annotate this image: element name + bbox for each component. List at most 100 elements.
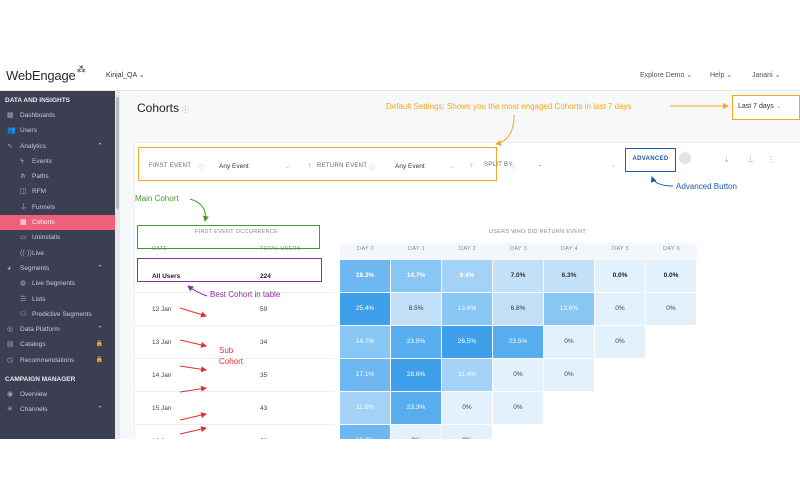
sidebar-item-lists[interactable]: ☰ Lists (0, 292, 115, 307)
retention-cell[interactable]: 0% (442, 425, 492, 439)
retention-cell[interactable]: 0.0% (595, 260, 645, 292)
cohort-date[interactable]: 12 Jan (152, 306, 172, 313)
retention-cell[interactable]: 23.5% (391, 326, 441, 358)
sidebar-item-live-segments[interactable]: ◍ Live Segments (0, 276, 115, 291)
retention-cell[interactable]: 0% (595, 326, 645, 358)
sidebar-item-rfm[interactable]: ◫ RFM (0, 184, 115, 199)
sidebar-item-dashboards[interactable]: ▦ Dashboards (0, 108, 115, 123)
return-event-select[interactable]: Any Event (395, 163, 425, 170)
split-by-select[interactable]: - (539, 162, 542, 169)
sidebar-item-users[interactable]: 👥 Users (0, 123, 115, 138)
sidebar-item-live[interactable]: ((·)) Live (0, 246, 115, 261)
chevron-up-icon[interactable]: ⌃ (97, 264, 103, 272)
paths-icon: ⋔ (20, 173, 26, 181)
sidebar-item-label: Cohorts (32, 219, 55, 227)
sidebar-item-data-platform[interactable]: ◎ Data Platform ⌃ (0, 322, 115, 337)
info-icon[interactable]: ⓘ (369, 166, 376, 172)
retention-cell[interactable]: 0% (646, 293, 696, 325)
more-icon[interactable]: ⋮ (767, 155, 775, 164)
sidebar-item-segments[interactable]: ◕ Segments ⌃ (0, 261, 115, 276)
sidebar-item-predictive-segments[interactable]: ⚇ Predictive Segments (0, 307, 115, 322)
retention-cell[interactable]: 0% (544, 326, 594, 358)
retention-cell[interactable]: 0% (391, 425, 441, 439)
retention-cell[interactable]: 13.6% (442, 293, 492, 325)
refresh-icon[interactable] (679, 152, 691, 164)
cohort-date[interactable]: 13 Jan (152, 339, 172, 346)
date-column-header: DATE (152, 246, 168, 252)
cohort-date[interactable]: 15 Jan (152, 405, 172, 412)
retention-cell[interactable]: 8.5% (391, 293, 441, 325)
sidebar-item-recommendations[interactable]: ◷ Recommendations 🔒 (0, 353, 115, 368)
retention-cell[interactable]: 23.3% (391, 392, 441, 424)
page-title: Cohorts ⓘ (137, 101, 189, 115)
sort-icon[interactable]: ⇡ (307, 164, 313, 170)
retention-cell[interactable]: 14.7% (391, 260, 441, 292)
explore-demo-menu[interactable]: Explore Demo ⌄ (640, 71, 692, 79)
retention-cell[interactable]: 13.6% (544, 293, 594, 325)
retention-cell[interactable]: 11.4% (442, 359, 492, 391)
sidebar-item-paths[interactable]: ⋔ Paths (0, 169, 115, 184)
user-menu[interactable]: Janani ⌄ (752, 71, 780, 79)
cohort-date[interactable]: 16 Jan (152, 438, 172, 439)
sidebar-item-label: Users (20, 127, 37, 135)
retention-cell[interactable]: 0% (442, 392, 492, 424)
sidebar-item-cohorts[interactable]: ▦ Cohorts (0, 215, 115, 231)
sidebar-item-label: Recommendations (20, 356, 75, 364)
row-divider (135, 391, 335, 392)
sidebar-scrollbar[interactable] (115, 91, 120, 439)
chevron-up-icon[interactable]: ⌃ (97, 326, 103, 334)
sidebar-item-label: Uninstalls (32, 234, 61, 242)
chevron-up-icon[interactable]: ⌃ (97, 142, 103, 150)
chevron-down-icon: ⌄ (449, 164, 455, 170)
retention-cell[interactable]: 6.3% (544, 260, 594, 292)
date-range-select[interactable]: Last 7 days ⌄ (732, 95, 800, 120)
cohort-date[interactable]: 14 Jan (152, 372, 172, 379)
sidebar-item-label: Paths (32, 173, 49, 181)
retention-cell[interactable]: 7.0% (493, 260, 543, 292)
download-icon[interactable]: ⤓ (725, 155, 729, 164)
sidebar-scroll-thumb[interactable] (116, 97, 119, 209)
retention-cell[interactable]: 11.6% (340, 392, 390, 424)
users-icon: 👥 (7, 127, 16, 135)
info-icon[interactable]: ⓘ (199, 166, 206, 172)
chevron-down-icon: ⌄ (138, 72, 145, 79)
retention-cell[interactable]: 0% (493, 359, 543, 391)
help-menu[interactable]: Help ⌄ (710, 71, 732, 79)
retention-cell[interactable]: 0% (544, 359, 594, 391)
row-divider (135, 292, 335, 293)
retention-cell[interactable]: 23.5% (493, 326, 543, 358)
info-icon[interactable]: ⓘ (510, 165, 517, 171)
sidebar-item-uninstalls[interactable]: ▭ Uninstalls (0, 230, 115, 245)
retention-cell[interactable]: 0.0% (646, 260, 696, 292)
retention-cell[interactable]: 9.4% (442, 260, 492, 292)
retention-cell[interactable]: 26.5% (442, 326, 492, 358)
rfm-icon: ◫ (20, 188, 27, 196)
info-icon[interactable]: ⓘ (182, 107, 190, 114)
retention-cell[interactable]: 0% (493, 392, 543, 424)
retention-cell[interactable]: 28.6% (391, 359, 441, 391)
retention-cell[interactable]: 17.1% (340, 359, 390, 391)
project-selector[interactable]: Kinjal_QA ⌄ (106, 71, 145, 79)
retention-cell[interactable]: 25.4% (340, 293, 390, 325)
pin-icon[interactable]: ⊥ (747, 155, 754, 164)
day-column-header: DAY 0 (340, 243, 391, 260)
retention-cell[interactable]: 18.9% (340, 425, 390, 439)
sidebar-item-label: Analytics (20, 142, 47, 150)
sidebar-item-funnels[interactable]: ⏚ Funnels (0, 200, 115, 215)
live-icon: ((·)) (20, 249, 32, 257)
sort-icon[interactable]: ⇡ (469, 164, 475, 170)
sidebar-item-channels[interactable]: ✳ Channels ⌃ (0, 402, 115, 417)
sidebar-item-catalogs[interactable]: ▤ Catalogs 🔒 (0, 337, 115, 352)
sidebar-item-overview[interactable]: ◉ Overview (0, 387, 115, 402)
webengage-logo[interactable]: WebEngage ⁂ (6, 64, 86, 83)
first-event-select[interactable]: Any Event (219, 163, 249, 170)
retention-cell[interactable]: 0% (595, 293, 645, 325)
sidebar-item-events[interactable]: ϟ Events (0, 154, 115, 169)
retention-cell[interactable]: 14.7% (340, 326, 390, 358)
retention-cell[interactable]: 6.8% (493, 293, 543, 325)
advanced-button[interactable]: ADVANCED (625, 148, 676, 172)
chevron-down-icon: ⌄ (611, 163, 617, 169)
sidebar-item-analytics[interactable]: ∿ Analytics ⌃ (0, 139, 115, 154)
retention-cell[interactable]: 18.3% (340, 260, 390, 292)
chevron-up-icon[interactable]: ⌃ (97, 406, 103, 414)
